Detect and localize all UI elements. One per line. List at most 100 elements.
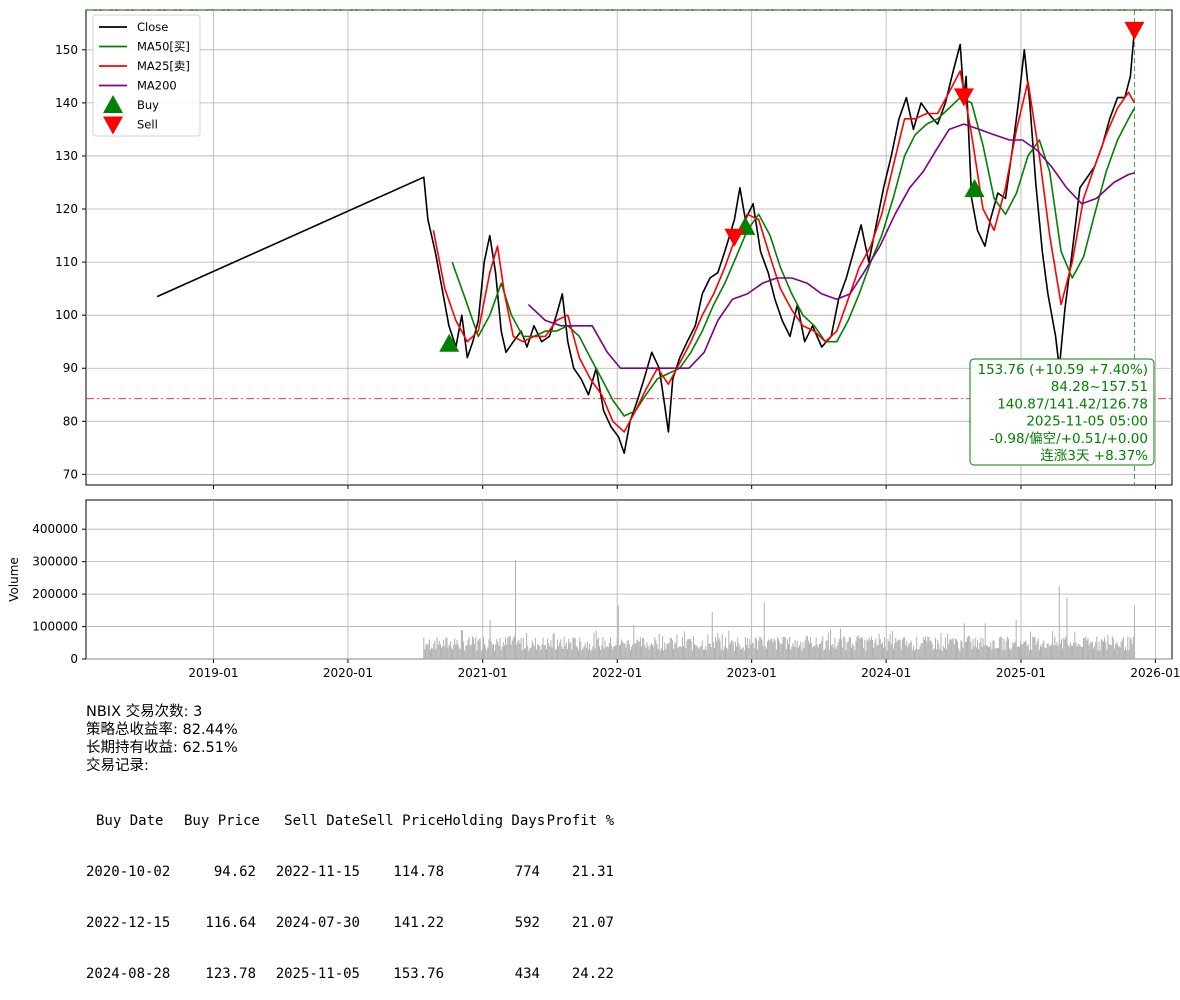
- volume-bar: [807, 640, 809, 659]
- volume-bar: [908, 643, 910, 659]
- volume-bar: [649, 645, 651, 659]
- volume-bar: [809, 643, 811, 659]
- volume-bar: [1062, 648, 1064, 659]
- volume-bar: [999, 637, 1001, 659]
- sell-date: 2025-11-05: [275, 966, 360, 982]
- legend-swatch: [103, 116, 123, 135]
- volume-bar: [862, 638, 864, 659]
- volume-bar: [1102, 641, 1104, 659]
- volume-bar: [733, 650, 735, 659]
- volume-bar: [1012, 642, 1014, 659]
- volume-bar: [816, 644, 818, 659]
- volume-bar: [931, 643, 933, 659]
- volume-bar: [474, 644, 476, 659]
- volume-bar: [487, 647, 489, 659]
- volume-bar: [507, 637, 509, 659]
- volume-bar: [684, 631, 686, 659]
- volume-bar: [690, 640, 692, 659]
- volume-bar: [502, 642, 504, 659]
- volume-bar: [718, 638, 720, 659]
- volume-panel: 2019-01 2020-01 2021-01 2022-01 2023-01 2024-…: [7, 499, 1180, 680]
- volume-bar: [583, 646, 585, 659]
- volume-bar: [827, 632, 829, 659]
- volume-bar: [867, 640, 869, 659]
- volume-bar: [452, 649, 454, 659]
- volume-bar: [993, 640, 995, 659]
- annotation-line: 2025-11-05 05:00: [1026, 414, 1148, 430]
- volume-bar: [1052, 631, 1054, 659]
- volume-bar: [599, 646, 601, 659]
- volume-bar: [845, 649, 847, 659]
- volume-bar: [1112, 639, 1114, 659]
- volume-bar: [1003, 638, 1005, 659]
- volume-bar: [515, 560, 517, 659]
- volume-bar: [958, 648, 960, 659]
- volume-bar: [774, 640, 776, 659]
- volume-bar: [1097, 650, 1099, 659]
- volume-bar: [904, 637, 906, 659]
- volume-bar: [481, 650, 483, 659]
- volume-bar: [1070, 645, 1072, 659]
- volume-bar: [669, 637, 671, 659]
- volume-bar: [996, 647, 998, 659]
- volume-bar: [1060, 639, 1062, 659]
- volume-bar: [653, 647, 655, 659]
- volume-bar: [743, 650, 745, 659]
- volume-bar: [601, 645, 603, 659]
- volume-bar: [858, 638, 860, 659]
- volume-bar: [644, 645, 646, 659]
- volume-bar: [870, 636, 872, 659]
- volume-bar: [973, 646, 975, 659]
- volume-bar: [820, 643, 822, 659]
- volume-bar: [687, 638, 689, 659]
- volume-bar: [864, 639, 866, 659]
- volume-bar: [473, 638, 475, 659]
- volume-bar: [815, 637, 817, 659]
- volume-bar: [950, 639, 952, 659]
- volume-bar: [880, 644, 882, 659]
- volume-bar: [479, 638, 481, 659]
- series-line-ma50: [451, 96, 1136, 417]
- volume-bar: [589, 643, 591, 659]
- volume-bar: [976, 639, 978, 659]
- volume-bar: [637, 640, 639, 659]
- volume-bar: [972, 638, 974, 659]
- volume-bar: [915, 648, 917, 659]
- volume-bar: [949, 639, 951, 659]
- volume-bar: [657, 648, 659, 659]
- volume-bar: [1068, 646, 1070, 659]
- buy-marker: [964, 178, 985, 197]
- volume-bar: [1059, 643, 1061, 659]
- volume-bar: [818, 643, 820, 659]
- volume-bar: [1127, 636, 1129, 659]
- volume-bar: [579, 637, 581, 659]
- volume-bar: [673, 648, 675, 659]
- volume-bar: [995, 648, 997, 659]
- volume-bar: [1076, 646, 1078, 659]
- volume-bar: [891, 631, 893, 659]
- volume-bar: [913, 650, 915, 659]
- volume-bar: [1093, 648, 1095, 659]
- volume-bar: [926, 641, 928, 659]
- volume-bar: [658, 633, 660, 659]
- volume-bar: [550, 640, 552, 659]
- volume-bar: [849, 637, 851, 659]
- volume-bar: [607, 647, 609, 659]
- volume-bar: [1075, 642, 1077, 659]
- header-holding-days: Holding Days: [444, 813, 546, 829]
- volume-bar: [783, 637, 785, 659]
- volume-bar: [1046, 643, 1048, 659]
- volume-bar: [760, 637, 762, 659]
- table-row: 2020-10-02 94.62 2022-11-15 114.78 774 2…: [86, 864, 614, 881]
- volume-bar: [482, 637, 484, 659]
- volume-bar: [1081, 646, 1083, 659]
- volume-bar: [896, 641, 898, 659]
- volume-bar: [1099, 650, 1101, 659]
- volume-bar: [744, 637, 746, 659]
- volume-bar: [790, 649, 792, 659]
- volume-bar: [621, 639, 623, 659]
- buy-date: 2020-10-02: [86, 864, 171, 880]
- volume-bar: [713, 648, 715, 659]
- sell-price: 114.78: [393, 864, 444, 880]
- volume-bar: [608, 643, 610, 659]
